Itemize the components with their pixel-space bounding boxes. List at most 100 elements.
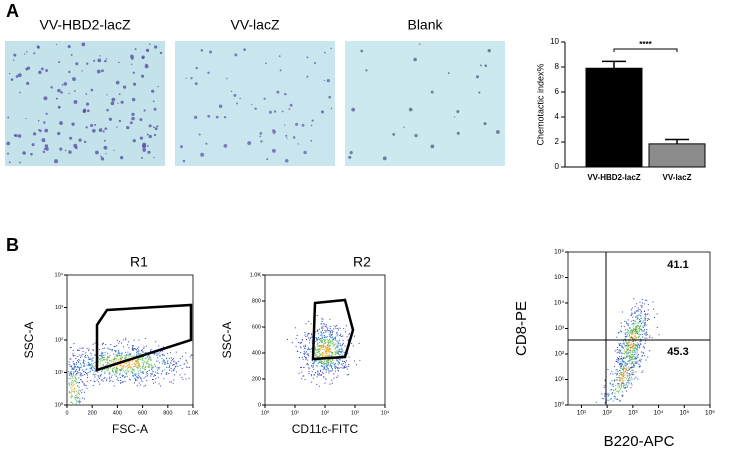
event	[624, 371, 626, 373]
event	[625, 365, 627, 367]
event	[621, 352, 623, 354]
cell-dot	[118, 119, 122, 123]
event	[143, 360, 145, 362]
event	[104, 371, 106, 373]
event	[303, 353, 305, 355]
event	[630, 352, 632, 354]
event	[337, 345, 339, 347]
event	[328, 361, 330, 363]
event	[184, 373, 186, 375]
event	[626, 334, 628, 336]
event	[638, 314, 640, 316]
event	[320, 341, 322, 343]
event	[635, 357, 637, 359]
event	[74, 367, 76, 369]
event	[633, 320, 635, 322]
event	[138, 357, 140, 359]
event	[635, 316, 637, 318]
event	[339, 327, 341, 329]
event	[79, 390, 81, 392]
event	[106, 364, 108, 366]
cell-dot	[131, 97, 136, 102]
cell-dot	[147, 150, 151, 154]
event	[181, 368, 183, 370]
event	[647, 318, 649, 320]
event	[125, 337, 127, 339]
event	[316, 356, 318, 358]
event	[351, 342, 353, 344]
event	[332, 362, 334, 364]
event	[123, 339, 125, 341]
event	[640, 310, 642, 312]
event	[68, 364, 70, 366]
gate-label: R1	[130, 254, 148, 270]
event	[312, 363, 314, 365]
event	[613, 365, 615, 367]
event	[100, 379, 102, 381]
event	[315, 349, 317, 351]
event	[339, 351, 341, 353]
y-tick-label: 10¹	[55, 370, 63, 376]
event	[656, 313, 658, 315]
event	[620, 370, 622, 372]
event	[348, 364, 350, 366]
event	[608, 394, 610, 396]
event	[69, 365, 71, 367]
event	[632, 356, 634, 358]
event	[617, 361, 619, 363]
event	[632, 347, 634, 349]
event	[327, 327, 329, 329]
event	[622, 382, 624, 384]
x-tick-label: 10⁵	[679, 410, 689, 417]
event	[631, 312, 633, 314]
event	[636, 360, 638, 362]
event	[338, 339, 340, 341]
event	[324, 340, 326, 342]
event	[325, 326, 327, 328]
event	[637, 342, 639, 344]
event	[340, 352, 342, 354]
event	[136, 376, 138, 378]
cell-dot	[349, 151, 353, 155]
event	[166, 363, 168, 365]
event	[636, 310, 638, 312]
event	[144, 368, 146, 370]
event	[614, 396, 616, 398]
event	[72, 402, 74, 404]
cell-dot	[75, 62, 79, 66]
cell-dot	[392, 133, 396, 136]
event	[327, 369, 329, 371]
event	[334, 367, 336, 369]
event	[107, 358, 109, 360]
y-tick-label: 600	[252, 324, 261, 330]
event	[339, 348, 341, 350]
event	[622, 375, 624, 377]
event	[163, 359, 165, 361]
cell-dot	[118, 93, 121, 96]
cell-dot	[103, 145, 108, 150]
event	[321, 353, 323, 355]
event	[310, 374, 312, 376]
cell-dot	[110, 101, 115, 106]
event	[87, 371, 89, 373]
event	[628, 366, 630, 368]
event	[328, 360, 330, 362]
event	[129, 364, 131, 366]
event	[322, 348, 324, 350]
event	[151, 370, 153, 372]
event	[101, 356, 103, 358]
event	[604, 402, 606, 404]
event	[161, 370, 163, 372]
event	[104, 354, 106, 356]
event	[83, 365, 85, 367]
event	[639, 359, 641, 361]
event	[89, 364, 91, 366]
event	[623, 361, 625, 363]
event	[633, 361, 635, 363]
event	[316, 354, 318, 356]
event	[620, 366, 622, 368]
event	[93, 349, 95, 351]
event	[191, 354, 193, 356]
event	[631, 346, 633, 348]
cell-dot	[86, 62, 89, 65]
